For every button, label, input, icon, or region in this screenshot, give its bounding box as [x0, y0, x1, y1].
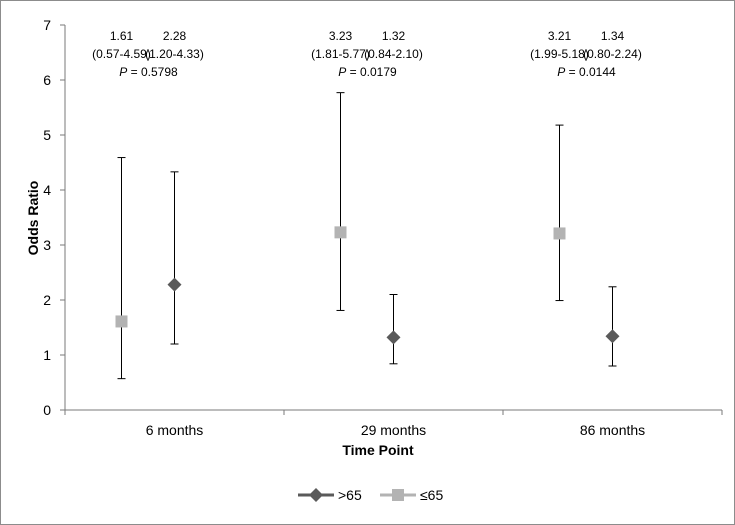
y-tick-label: 7	[43, 17, 51, 33]
legend-item: ≤65	[380, 487, 443, 503]
legend: >65 ≤65	[298, 487, 443, 503]
x-category-label: 6 months	[146, 422, 204, 438]
x-category-label: 29 months	[361, 422, 426, 438]
y-tick-label: 6	[43, 72, 51, 88]
x-category-label: 86 months	[580, 422, 645, 438]
y-tick-label: 2	[43, 292, 51, 308]
y-tick-label: 5	[43, 127, 51, 143]
y-tick-label: 4	[43, 182, 51, 198]
legend-marker-square	[392, 489, 404, 501]
ci-label: (0.84-2.10)	[364, 47, 423, 61]
error-bars	[117, 92, 617, 380]
value-label: 1.34	[601, 29, 625, 43]
data-point-square	[115, 315, 128, 328]
data-markers	[115, 226, 620, 345]
annotations: 1.61 (0.57-4.59) 3.23 (1.81-5.77) 3.21 (1.99-…	[92, 29, 642, 79]
value-label: 3.23	[329, 29, 353, 43]
p-value-label: P = 0.0179	[338, 65, 397, 79]
axes	[64, 25, 722, 411]
y-axis-title: Odds Ratio	[25, 181, 41, 256]
data-point-diamond	[605, 329, 620, 344]
y-axis-ticks: 0 1 2 3 4 5 6 7	[43, 17, 65, 418]
p-value-label: P = 0.5798	[119, 65, 178, 79]
ci-label: (0.80-2.24)	[583, 47, 642, 61]
ci-label: (1.99-5.18)	[530, 47, 589, 61]
data-point-square	[334, 226, 347, 239]
ci-label: (1.20-4.33)	[145, 47, 204, 61]
legend-label: ≤65	[420, 487, 443, 503]
legend-label: >65	[338, 487, 362, 503]
legend-item: >65	[298, 487, 362, 503]
data-point-diamond	[386, 330, 401, 345]
data-point-diamond	[167, 277, 182, 292]
value-label: 2.28	[163, 29, 187, 43]
x-axis-categories: 6 months 29 months 86 months	[64, 410, 723, 438]
y-tick-label: 0	[43, 402, 51, 418]
legend-marker-diamond	[309, 488, 323, 502]
value-label: 3.21	[548, 29, 572, 43]
ci-label: (0.57-4.59)	[92, 47, 151, 61]
x-axis-title: Time Point	[342, 442, 414, 458]
y-tick-label: 1	[43, 347, 51, 363]
value-label: 1.32	[382, 29, 406, 43]
value-label: 1.61	[110, 29, 134, 43]
y-tick-label: 3	[43, 237, 51, 253]
data-point-square	[553, 227, 566, 240]
ci-label: (1.81-5.77)	[311, 47, 370, 61]
p-value-label: P = 0.0144	[557, 65, 616, 79]
